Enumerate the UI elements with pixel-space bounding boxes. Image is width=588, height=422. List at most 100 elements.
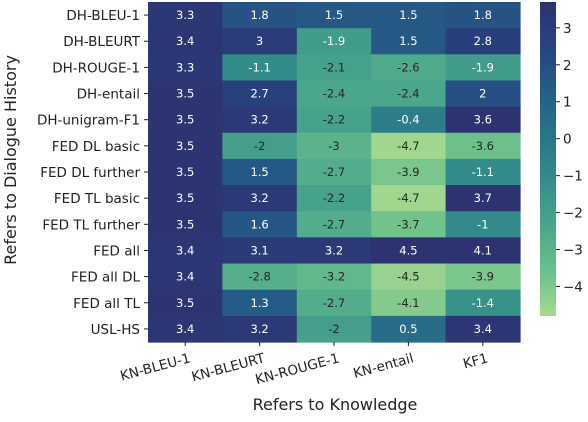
heatmap-cell [296, 158, 372, 186]
cell-value-label: 1.8 [474, 8, 492, 22]
heatmap-cell [222, 54, 298, 82]
heatmap-cell [148, 28, 223, 55]
cell-value-label: -2.1 [323, 60, 345, 74]
heatmap-cell [371, 80, 447, 108]
cell-value-label: -3.6 [472, 139, 494, 153]
cell-value-label: 3.2 [325, 243, 343, 257]
cell-value-label: 3.6 [474, 113, 492, 127]
heatmap-cell [371, 237, 447, 265]
cell-value-label: -0.4 [397, 113, 419, 127]
heatmap-cell [222, 289, 298, 317]
colorbar-tick-label: −4 [563, 279, 583, 295]
cell-value-label: 1.3 [250, 296, 268, 310]
cell-value-label: -4.5 [397, 270, 419, 284]
cell-value-label: -2.4 [397, 87, 419, 101]
heatmap-cell [371, 185, 447, 212]
heatmap-cell [445, 158, 521, 186]
cell-value-label: -2.7 [323, 165, 345, 179]
heatmap-cell [445, 315, 521, 343]
heatmap-cell [148, 315, 223, 343]
cell-value-label: 3.5 [176, 165, 194, 179]
cell-value-label: -2 [328, 322, 339, 336]
y-tick-label: USL-HS [91, 322, 140, 338]
colorbar-tick-label: 3 [563, 21, 572, 37]
cell-value-label: 3.3 [176, 60, 194, 74]
heatmap-cell [445, 237, 521, 265]
heatmap-cell [148, 2, 223, 29]
heatmap-cell [445, 263, 521, 291]
heatmap-cell [148, 237, 223, 265]
heatmap-cell [371, 132, 447, 160]
heatmap-cell [296, 185, 372, 212]
cell-value-label: 4.1 [474, 243, 492, 257]
heatmap-cell [148, 289, 223, 317]
heatmap-cell [148, 263, 223, 291]
cell-value-label: 3.2 [250, 322, 268, 336]
heatmap-cell [445, 54, 521, 82]
heatmap-cell [296, 80, 372, 108]
cell-value-label: -3 [328, 139, 339, 153]
y-tick-label: FED DL further [40, 165, 140, 181]
cell-value-label: 2.7 [250, 87, 268, 101]
heatmap-cell [222, 185, 298, 212]
heatmap-cell [445, 289, 521, 317]
cell-value-label: 3.5 [176, 87, 194, 101]
heatmap-cell [148, 80, 223, 108]
heatmap-cell [371, 263, 447, 291]
y-tick-label: FED TL basic [54, 191, 140, 207]
cell-value-label: 3.4 [176, 270, 194, 284]
heatmap-cell [222, 211, 298, 238]
heatmap-cell [296, 315, 372, 343]
heatmap-cell-labels: 3.3 1.8 1.5 1.5 1.8 3.4 3 -1.9 1.5 2.8 3.3 -1.1 -2.1… [176, 8, 494, 336]
colorbar [540, 2, 556, 316]
y-tick-label: FED DL basic [52, 139, 140, 155]
cell-value-label: 3.5 [176, 217, 194, 231]
heatmap-cell [296, 289, 372, 317]
cell-value-label: 0.5 [399, 322, 417, 336]
cell-value-label: -3.2 [323, 270, 345, 284]
heatmap-cell [148, 158, 223, 186]
cell-value-label: -1 [477, 217, 488, 231]
cell-value-label: 3.5 [176, 139, 194, 153]
cell-value-label: 3.1 [250, 243, 268, 257]
heatmap-cell [148, 106, 223, 134]
cell-value-label: -4.7 [397, 139, 419, 153]
cell-value-label: -2.8 [248, 270, 270, 284]
y-tick-label: DH-ROUGE-1 [52, 60, 140, 76]
heatmap-cell [222, 132, 298, 160]
heatmap-cell [222, 2, 298, 29]
y-tick-label: FED all TL [73, 296, 140, 312]
heatmap-cell [371, 2, 447, 29]
y-tick-label: FED all [93, 243, 140, 259]
heatmap-cell [222, 28, 298, 55]
cell-value-label: -2.2 [323, 113, 345, 127]
x-tick-label: KN-BLEU-1 [119, 350, 193, 384]
heatmap-cell [148, 185, 223, 212]
heatmap-cell [445, 185, 521, 212]
cell-value-label: -1.9 [472, 60, 494, 74]
heatmap-cell [371, 289, 447, 317]
cell-value-label: 2.8 [474, 34, 492, 48]
heatmap-cells [148, 2, 521, 343]
y-tick-label: DH-BLEURT [63, 34, 141, 50]
heatmap-cell [222, 80, 298, 108]
cell-value-label: 3.5 [176, 191, 194, 205]
heatmap-cell [222, 315, 298, 343]
cell-value-label: -2.7 [323, 217, 345, 231]
y-tick-label: FED all DL [71, 270, 140, 286]
heatmap-cell [371, 315, 447, 343]
cell-value-label: 4.5 [399, 243, 417, 257]
cell-value-label: 3.2 [250, 191, 268, 205]
cell-value-label: 1.5 [399, 8, 417, 22]
heatmap-cell [296, 28, 372, 55]
heatmap-cell [148, 211, 223, 238]
y-tick-label: DH-BLEU-1 [66, 8, 140, 24]
cell-value-label: 3.4 [474, 322, 492, 336]
colorbar-tick-label: −1 [563, 169, 583, 185]
heatmap-cell [222, 237, 298, 265]
cell-value-label: -2.6 [397, 60, 419, 74]
colorbar-tick-label: −2 [563, 206, 583, 222]
cell-value-label: -1.1 [472, 165, 494, 179]
